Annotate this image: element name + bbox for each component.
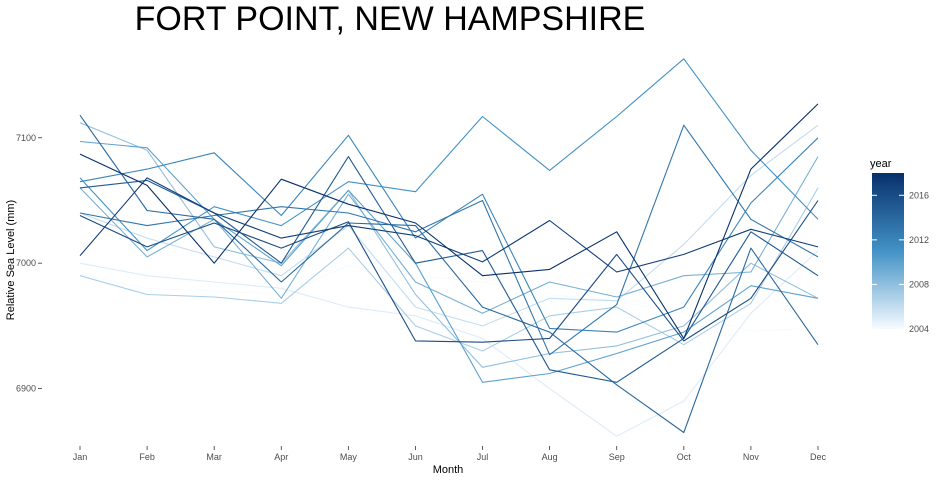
y-tick-label: 6900 [16, 384, 36, 394]
x-tick-label: Mar [206, 452, 222, 462]
series-line-2013 [79, 124, 819, 356]
series-lines [79, 58, 819, 437]
y-axis: 6900 7000 7100 [16, 133, 42, 394]
series-line-2004 [79, 265, 819, 332]
x-tick-label: Dec [810, 452, 827, 462]
y-tick-label: 7000 [16, 258, 36, 268]
color-legend: year 2004 2008 2012 2016 [870, 158, 929, 334]
x-tick-label: Oct [677, 452, 692, 462]
series-line-2015 [79, 156, 819, 383]
x-tick-label: Jun [408, 452, 423, 462]
series-line-2006 [79, 124, 819, 327]
series-line-2014 [79, 114, 819, 434]
x-tick-label: Sep [609, 452, 625, 462]
x-tick-label: Apr [274, 452, 288, 462]
legend-tick-label: 2016 [909, 190, 929, 200]
x-tick-label: Jan [73, 452, 88, 462]
x-tick-label: Jul [477, 452, 489, 462]
x-tick-label: May [340, 452, 358, 462]
series-line-2016 [79, 200, 819, 343]
y-axis-title: Relative Sea Level (mm) [5, 200, 17, 320]
legend-colorbar [872, 173, 904, 329]
x-axis: Jan Feb Mar Apr May Jun Jul Aug Sep Oct Nov Dec [73, 446, 827, 462]
x-tick-label: Aug [542, 452, 558, 462]
series-line-2005 [79, 250, 819, 437]
legend-tick-label: 2004 [909, 324, 929, 334]
series-line-2017 [79, 177, 819, 273]
series-line-2008 [79, 122, 819, 368]
series-line-2011 [79, 58, 819, 252]
legend-tick-label: 2008 [909, 279, 929, 289]
x-tick-label: Nov [743, 452, 760, 462]
series-line-2007 [79, 187, 819, 352]
series-line-2009 [79, 156, 819, 314]
x-tick-label: Feb [139, 452, 155, 462]
legend-title: year [870, 158, 892, 170]
series-line-2012 [79, 134, 819, 333]
series-line-2010 [79, 140, 819, 383]
chart-title: FORT POINT, NEW HAMPSHIRE [135, 0, 646, 38]
x-axis-title: Month [433, 464, 464, 476]
legend-tick-label: 2012 [909, 235, 929, 245]
legend-ticks: 2004 2008 2012 2016 [872, 190, 929, 334]
y-tick-label: 7100 [16, 133, 36, 143]
series-line-2018 [79, 103, 819, 339]
